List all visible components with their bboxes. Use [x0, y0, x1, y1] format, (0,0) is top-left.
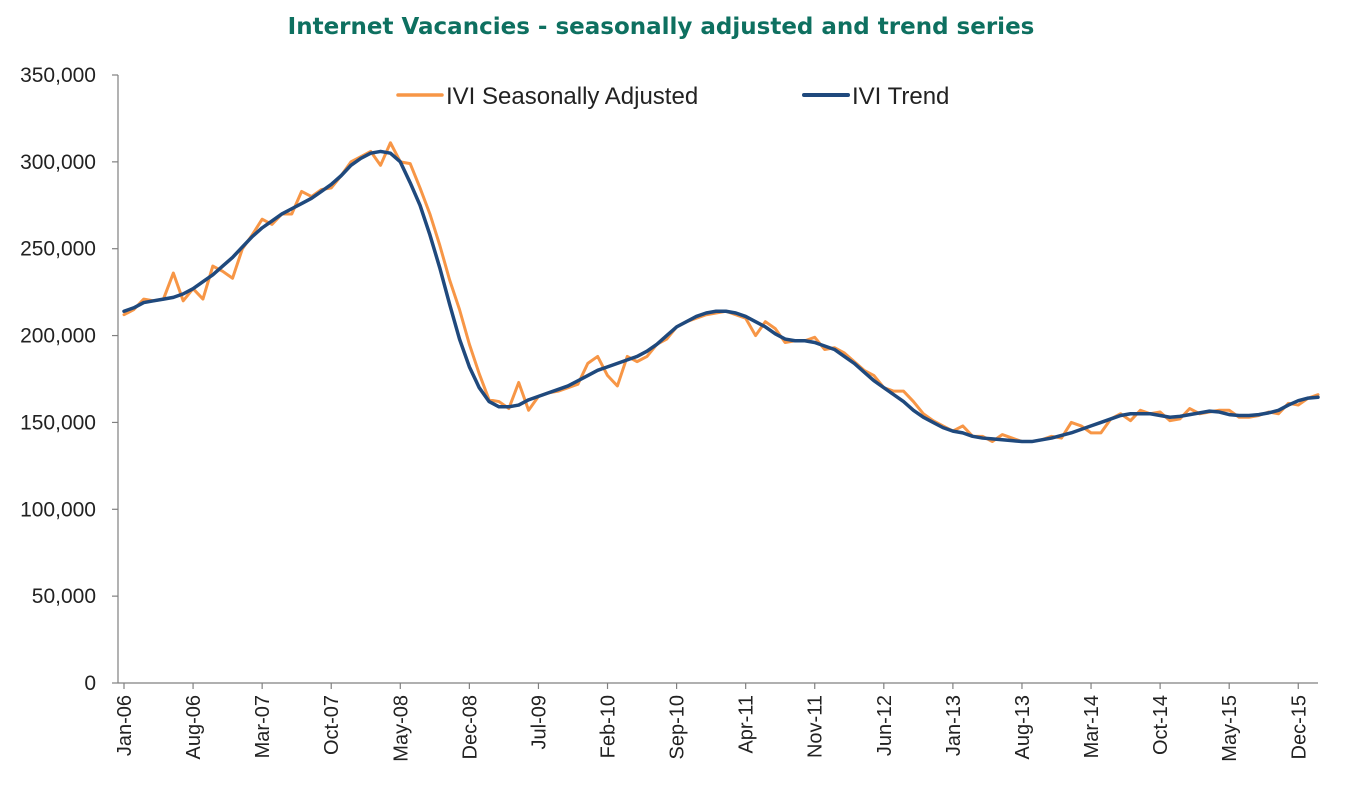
x-tick-label: Nov-11: [805, 695, 827, 758]
y-tick-label: 300,000: [20, 151, 96, 174]
axes: [117, 75, 1318, 684]
x-tick-label: Sep-10: [667, 695, 689, 760]
y-tick-label: 0: [84, 672, 96, 695]
y-tick-label: 200,000: [20, 325, 96, 348]
x-tick-label: Apr-11: [736, 695, 758, 754]
x-tick-label: May-15: [1219, 695, 1241, 762]
y-tick-label: 250,000: [20, 238, 96, 261]
x-tick-label: Mar-14: [1081, 695, 1103, 758]
x-tick-label: Jul-09: [528, 695, 550, 749]
x-tick-label: Feb-10: [598, 695, 620, 758]
y-axis-ticks: 0 50,000 100,000 150,000 200,000 250,000 300,0…: [20, 64, 118, 695]
x-tick-label: Dec-08: [459, 695, 481, 759]
x-tick-label: Jan-06: [114, 695, 136, 756]
x-tick-label: Jan-13: [943, 695, 965, 756]
x-tick-label: Mar-07: [252, 695, 274, 758]
x-axis-ticks: Jan-06 Aug-06 Mar-07 Oct-07 May-08 Dec-08 Jul-…: [114, 683, 1310, 762]
legend-label: IVI Seasonally Adjusted: [446, 83, 698, 110]
series-lines: [122, 141, 1320, 444]
x-tick-label: Oct-07: [321, 695, 343, 755]
series-line-seasonally-adjusted: [122, 141, 1320, 444]
y-tick-label: 350,000: [20, 64, 96, 87]
x-tick-label: Jun-12: [874, 695, 896, 756]
x-tick-label: Aug-06: [183, 695, 205, 760]
legend-label: IVI Trend: [852, 83, 949, 110]
x-tick-label: Aug-13: [1012, 695, 1034, 760]
y-tick-label: 100,000: [20, 498, 96, 521]
legend: IVI Seasonally Adjusted IVI Trend: [396, 83, 949, 110]
x-tick-label: Oct-14: [1150, 695, 1172, 755]
series-line-trend: [122, 149, 1320, 444]
x-tick-label: May-08: [390, 695, 412, 762]
y-tick-label: 150,000: [20, 411, 96, 434]
y-tick-label: 50,000: [32, 585, 96, 608]
chart-title: Internet Vacancies - seasonally adjusted…: [288, 14, 1035, 40]
x-tick-label: Dec-15: [1288, 695, 1310, 759]
